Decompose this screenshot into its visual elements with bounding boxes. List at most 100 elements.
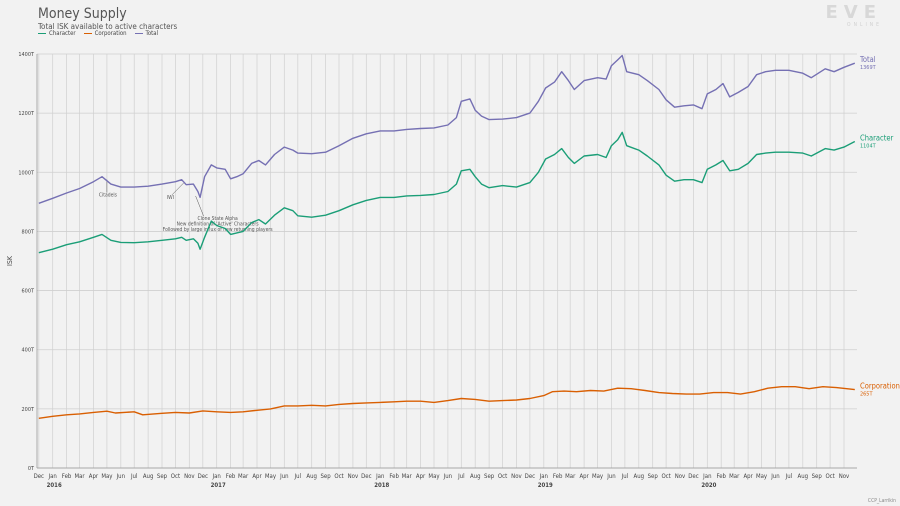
author-credit: CCP_Larrikin <box>867 498 896 504</box>
legend-swatch-corporation <box>83 32 92 35</box>
legend-swatch-character <box>38 32 46 35</box>
year-tick-label: 2020 <box>701 482 716 489</box>
end-value-corporation: 265T <box>860 392 873 398</box>
month-tick-label: Sep <box>648 473 659 480</box>
annotation-leader <box>195 195 204 217</box>
chart-subtitle: Total ISK available to active characters <box>38 22 178 31</box>
month-tick-label: Jun <box>443 473 452 480</box>
year-tick-label: 2017 <box>211 482 226 489</box>
month-tick-label: Mar <box>238 473 249 480</box>
month-tick-label: Jan <box>702 473 711 480</box>
year-tick-label: 2019 <box>538 482 553 489</box>
month-tick-label: May <box>101 473 113 480</box>
end-label-corporation: Corporation <box>860 382 900 391</box>
annotation-label: IWI <box>167 195 174 201</box>
month-tick-label: May <box>756 473 768 480</box>
month-tick-label: Feb <box>62 473 72 480</box>
legend-label-corporation: Corporation <box>94 30 127 37</box>
month-tick-label: Dec <box>688 473 698 480</box>
month-tick-label: Feb <box>553 473 563 480</box>
legend-item-character: Character <box>38 30 76 37</box>
month-tick-label: Sep <box>484 473 495 480</box>
y-tick-label: 1400T <box>18 52 35 58</box>
month-tick-label: Jul <box>785 473 793 480</box>
series-line-character <box>38 131 856 254</box>
month-tick-label: Jan <box>212 473 221 480</box>
month-tick-label: Dec <box>361 473 371 480</box>
month-tick-label: Mar <box>74 473 85 480</box>
month-tick-label: Nov <box>511 473 522 480</box>
month-tick-label: Apr <box>416 473 426 480</box>
month-tick-label: Nov <box>184 473 195 480</box>
month-tick-label: Aug <box>634 473 645 480</box>
year-tick-label: 2018 <box>374 482 389 489</box>
month-tick-label: Oct <box>334 473 343 480</box>
month-tick-label: Jun <box>770 473 779 480</box>
month-tick-label: Apr <box>579 473 589 480</box>
annotation-label: Clone State Alpha <box>197 216 238 222</box>
month-tick-label: Feb <box>226 473 236 480</box>
y-tick-label: 600T <box>22 289 35 295</box>
month-tick-label: Oct <box>825 473 834 480</box>
month-tick-label: Mar <box>565 473 576 480</box>
eve-logo-subtitle: ONLINE <box>847 22 882 28</box>
month-tick-label: Aug <box>470 473 481 480</box>
legend-label-character: Character <box>49 30 76 37</box>
annotation-label: New definition of 'Active' Characters <box>177 222 260 228</box>
month-tick-label: Oct <box>661 473 670 480</box>
month-tick-label: Apr <box>89 473 99 480</box>
end-label-character: Character <box>860 134 894 143</box>
month-tick-label: Nov <box>675 473 686 480</box>
month-tick-label: Aug <box>143 473 154 480</box>
month-tick-label: Nov <box>348 473 359 480</box>
month-tick-label: Apr <box>252 473 262 480</box>
legend: Character Corporation Total <box>38 30 158 37</box>
y-tick-label: 200T <box>22 407 35 413</box>
month-tick-label: May <box>428 473 440 480</box>
legend-label-total: Total <box>145 30 159 37</box>
annotation-label: Citadels <box>99 193 118 199</box>
month-tick-label: Sep <box>812 473 823 480</box>
month-tick-label: Dec <box>198 473 208 480</box>
month-tick-label: Sep <box>157 473 168 480</box>
end-label-total: Total <box>859 55 876 64</box>
month-tick-label: Dec <box>525 473 535 480</box>
month-tick-label: Feb <box>716 473 726 480</box>
end-value-total: 1369T <box>860 65 877 71</box>
month-tick-label: Jul <box>130 473 138 480</box>
month-tick-label: Jan <box>48 473 57 480</box>
chart-title: Money Supply <box>38 6 127 22</box>
month-tick-label: Nov <box>839 473 850 480</box>
y-tick-label: 0T <box>28 466 35 472</box>
month-tick-label: Mar <box>402 473 413 480</box>
month-tick-label: Jul <box>294 473 302 480</box>
eve-logo: EVE <box>825 2 882 23</box>
month-tick-label: Oct <box>171 473 180 480</box>
month-tick-label: Aug <box>798 473 809 480</box>
series-line-total <box>38 54 856 204</box>
month-tick-label: Sep <box>320 473 331 480</box>
month-tick-label: Jan <box>375 473 384 480</box>
month-tick-label: May <box>265 473 277 480</box>
y-tick-label: 400T <box>22 348 35 354</box>
month-tick-label: Jun <box>279 473 288 480</box>
month-tick-label: Feb <box>389 473 399 480</box>
month-tick-label: Apr <box>743 473 753 480</box>
y-tick-label: 1200T <box>18 111 35 117</box>
month-tick-label: Dec <box>34 473 44 480</box>
month-tick-label: Jan <box>539 473 548 480</box>
end-value-character: 1104T <box>860 144 877 150</box>
y-tick-label: 1000T <box>18 170 35 176</box>
legend-item-total: Total <box>134 30 159 37</box>
annotation-label: Followed by large influx of new returnin… <box>163 227 274 233</box>
month-tick-label: Oct <box>498 473 507 480</box>
year-tick-label: 2016 <box>47 482 62 489</box>
y-axis-label: ISK <box>6 255 14 266</box>
month-tick-label: Mar <box>729 473 740 480</box>
legend-swatch-total <box>134 32 143 35</box>
month-tick-label: Jul <box>621 473 629 480</box>
month-tick-label: Jun <box>606 473 615 480</box>
month-tick-label: May <box>592 473 604 480</box>
month-tick-label: Jul <box>457 473 465 480</box>
month-tick-label: Aug <box>306 473 317 480</box>
